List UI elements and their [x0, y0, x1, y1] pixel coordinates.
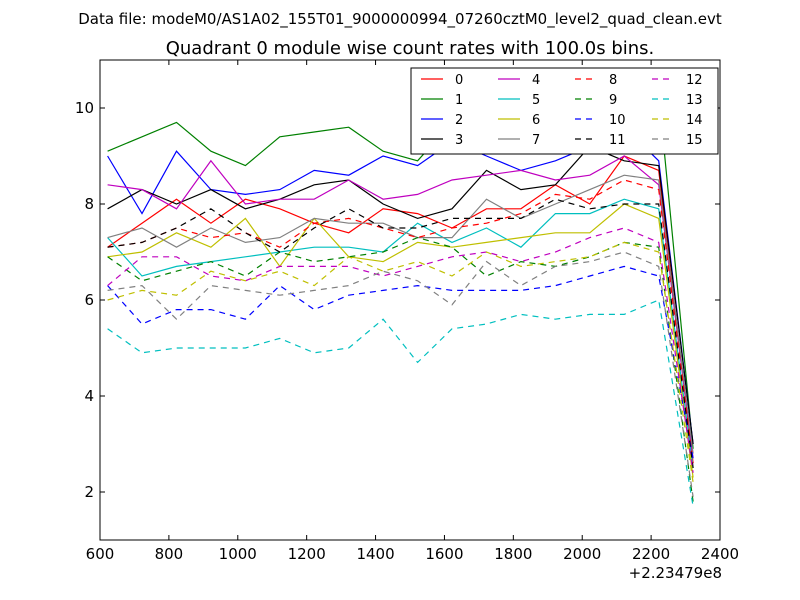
- series-layer: [107, 92, 694, 507]
- series-line-3: [107, 145, 694, 445]
- series-line-6: [107, 203, 694, 478]
- y-tick-label: 8: [84, 195, 94, 213]
- series-line-13: [107, 299, 694, 507]
- legend-label-5: 5: [532, 93, 540, 108]
- x-axis-offset-label: +2.23479e8: [629, 564, 722, 582]
- y-tick-label: 6: [84, 291, 94, 309]
- x-tick-label: 2200: [632, 545, 670, 563]
- x-tick-label: 2000: [563, 545, 601, 563]
- legend-label-2: 2: [455, 113, 463, 128]
- series-line-12: [107, 227, 694, 473]
- series-line-2: [107, 126, 694, 445]
- series-line-15: [107, 251, 694, 497]
- x-tick-label: 1600: [425, 545, 463, 563]
- x-tick-label: 800: [155, 545, 184, 563]
- series-line-8: [107, 179, 694, 464]
- legend-label-12: 12: [686, 73, 703, 88]
- legend-label-14: 14: [686, 113, 703, 128]
- series-line-11: [107, 198, 694, 469]
- x-tick-label: 1000: [219, 545, 257, 563]
- legend-label-15: 15: [686, 133, 703, 148]
- legend-label-10: 10: [609, 113, 626, 128]
- legend-label-7: 7: [532, 133, 540, 148]
- x-tick-label: 2400: [701, 545, 739, 563]
- axes: 600 800 1000 1200 1400 1600 1800 2000 2200 2400 2 4…: [75, 59, 739, 563]
- series-line-10: [107, 265, 694, 459]
- x-tick-label: 600: [86, 545, 115, 563]
- y-tick-label: 2: [84, 483, 94, 501]
- legend-label-4: 4: [532, 73, 540, 88]
- series-line-7: [107, 174, 694, 454]
- legend-label-11: 11: [609, 133, 626, 148]
- legend-label-1: 1: [455, 93, 463, 108]
- series-line-4: [107, 155, 694, 459]
- x-tick-label: 1400: [356, 545, 394, 563]
- legend-label-6: 6: [532, 113, 540, 128]
- legend-label-3: 3: [455, 133, 463, 148]
- legend-label-9: 9: [609, 93, 617, 108]
- legend-label-0: 0: [455, 73, 463, 88]
- data-file-header: Data file: modeM0/AS1A02_155T01_90000009…: [78, 10, 722, 29]
- series-line-14: [107, 241, 694, 483]
- y-tick-label: 4: [84, 387, 94, 405]
- series-line-9: [107, 236, 694, 502]
- chart-title: Quadrant 0 module wise count rates with …: [166, 38, 655, 59]
- series-line-5: [107, 198, 694, 469]
- x-tick-label: 1800: [494, 545, 532, 563]
- series-line-0: [107, 155, 694, 464]
- x-tick-label: 1200: [288, 545, 326, 563]
- legend-label-13: 13: [686, 93, 703, 108]
- legend-label-8: 8: [609, 73, 617, 88]
- legend-box: [410, 67, 719, 155]
- y-tick-label: 10: [75, 99, 94, 117]
